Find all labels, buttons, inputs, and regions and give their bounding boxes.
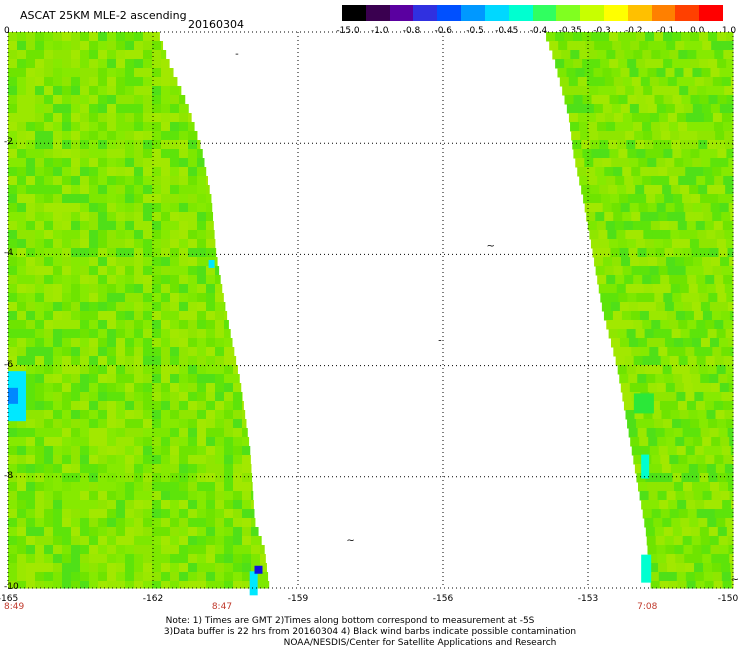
colorbar-label: 0.0 [690, 26, 705, 36]
x-tick-label: -153 [577, 594, 599, 604]
x-tick-label: -156 [432, 594, 454, 604]
anomaly-patch [641, 454, 650, 479]
colorbar-label: -1.0 [370, 26, 389, 36]
colorbar-label: 1.0 [721, 26, 737, 36]
time-label: 7:08 [637, 602, 658, 612]
colorbar-label: -0.45 [495, 26, 519, 36]
colorbar-label: -0.35 [558, 26, 582, 36]
colorbar-swatch [675, 5, 700, 21]
colorbar-swatch [532, 5, 557, 21]
anomaly-patch [208, 259, 215, 268]
colorbar-swatch [508, 5, 533, 21]
swath-layer [8, 32, 734, 596]
y-tick-label: -6 [4, 359, 13, 370]
right-swath [546, 32, 734, 589]
colorbar-swatch [627, 5, 652, 21]
time-label: 8:47 [211, 602, 233, 612]
colorbar-label: -0.3 [593, 26, 611, 36]
anomaly-patch [249, 571, 258, 596]
wind-barbs: - - ~ ~ ~ [235, 49, 739, 585]
x-tick-label: -162 [142, 594, 164, 604]
y-tick-label: 0 [4, 26, 10, 36]
wind-barb: ~ [731, 574, 739, 585]
wind-barb: ~ [487, 241, 495, 252]
y-tick-label: -8 [4, 470, 13, 481]
y-tick-label: -10 [4, 582, 19, 592]
map-title: ASCAT 25KM MLE-2 ascending [20, 9, 187, 22]
colorbar-swatch [556, 5, 581, 21]
colorbar-label: -0.1 [656, 26, 675, 36]
anomaly-patch [254, 565, 263, 574]
colorbar-swatch [651, 5, 676, 21]
left-swath [8, 32, 270, 589]
colorbar-label: -0.5 [466, 26, 484, 36]
colorbar-swatch [603, 5, 628, 21]
colorbar-swatch [413, 5, 438, 21]
colorbar-swatch [389, 5, 414, 21]
colorbar-labels: -15.0 -1.0 -0.8 -0.6 -0.5 -0.45 -0.4 -0.35 -0.3 -… [330, 26, 737, 38]
note-line-3: NOAA/NESDIS/Center for Satellite Applica… [283, 638, 557, 648]
colorbar-label: -0.8 [402, 26, 421, 36]
x-tick-label: -150 [717, 594, 739, 604]
x-tick-label: -165 [0, 594, 19, 604]
colorbar-swatch [484, 5, 509, 21]
colorbar-swatch [699, 5, 723, 21]
note-line-1: Note: 1) Times are GMT 2)Times along bot… [165, 616, 535, 626]
colorbar [342, 5, 723, 21]
wind-barb: - [235, 49, 239, 60]
colorbar-label: -15.0 [336, 26, 360, 36]
colorbar-label: -0.2 [624, 26, 643, 36]
map-date: 20160304 [188, 18, 244, 31]
x-tick-label: -159 [287, 594, 309, 604]
colorbar-swatch [437, 5, 462, 21]
colorbar-swatch [580, 5, 604, 21]
colorbar-swatch [342, 5, 366, 21]
time-label: 8:49 [4, 602, 25, 612]
colorbar-swatch [365, 5, 390, 21]
anomaly-patch [633, 393, 654, 414]
y-tick-label: -2 [4, 137, 13, 148]
note-line-2: 3)Data buffer is 22 hrs from 20160304 4)… [163, 627, 577, 637]
wind-barb: - [438, 335, 442, 346]
wind-barb: ~ [346, 536, 354, 547]
grid-lines [7, 31, 734, 589]
anomaly-patch [641, 554, 652, 583]
colorbar-swatch [461, 5, 485, 21]
colorbar-label: -0.6 [434, 26, 453, 36]
colorbar-label: -0.4 [529, 26, 548, 36]
anomaly-patch [8, 387, 18, 404]
y-tick-label: -4 [4, 248, 13, 259]
map-plot[interactable]: - - ~ ~ ~ [0, 0, 740, 600]
